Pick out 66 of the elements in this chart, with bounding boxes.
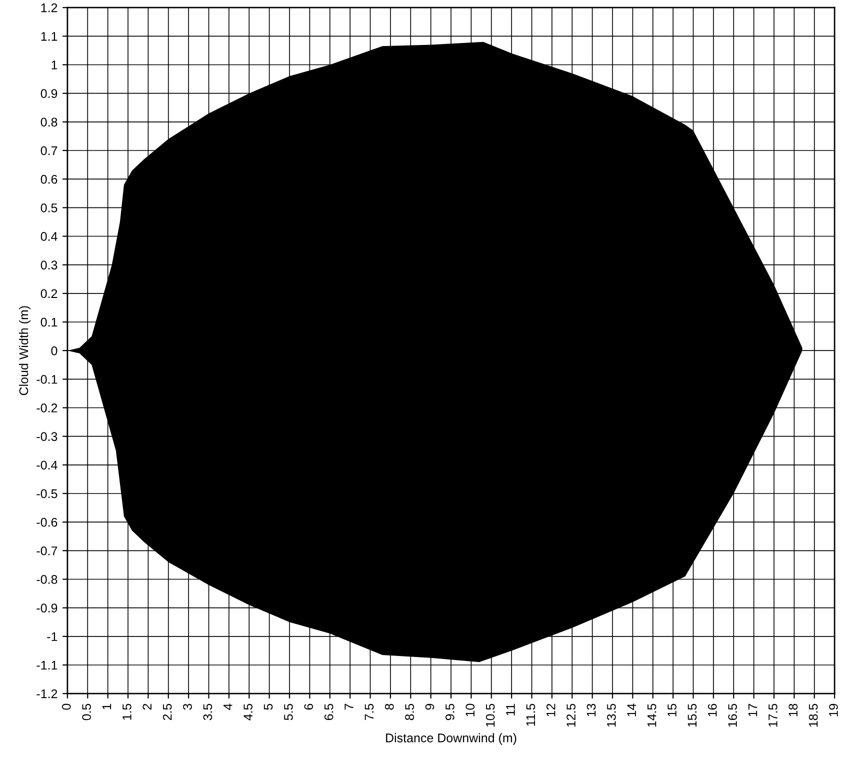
x-tick-label: 16.5 [728,704,737,727]
y-tick-label: 0.5 [40,203,58,212]
y-tick-label: 0.3 [40,260,58,270]
x-tick-label: 2.5 [162,704,172,720]
y-tick-label: -0.3 [36,432,58,441]
y-tick-label: -0.2 [36,404,58,412]
x-tick-label: 11 [506,704,515,716]
y-tick-label: -0.1 [36,374,58,384]
y-tick-label: 1.2 [41,3,58,12]
x-tick-label: 0 [62,704,71,710]
y-tick-label: 0.6 [40,174,58,184]
x-tick-label: 9.5 [446,704,454,720]
x-tick-label: 17 [748,704,758,716]
x-tick-label: 3 [183,704,192,710]
y-tick-label: 0.9 [40,89,58,98]
y-tick-label: -0.6 [36,518,58,527]
y-tick-label: -1 [47,632,58,641]
x-tick-label: 15.5 [688,704,697,727]
y-tick-label: 0.8 [40,118,58,127]
y-tick-label: -0.4 [36,460,58,470]
x-tick-label: 10 [466,704,475,716]
y-tick-label: 0.1 [40,318,58,327]
x-tick-label: 13 [586,704,596,716]
y-tick-label: 0 [51,346,58,356]
x-tick-label: 4.5 [244,704,252,720]
y-tick-label: 1.1 [41,32,58,41]
x-tick-label: 19 [829,704,838,716]
x-tick-label: 12 [546,704,556,716]
y-axis-title: Cloud Width (m) [18,306,31,396]
x-tick-label: 8 [384,704,394,710]
x-tick-label: 6.5 [324,704,334,720]
x-tick-label: 15 [668,704,676,716]
x-tick-label: 2 [142,704,152,710]
x-tick-label: 6 [304,704,314,710]
x-tick-label: 14.5 [648,704,656,727]
x-tick-label: 8.5 [405,704,414,720]
y-tick-label: -1.2 [36,689,58,698]
x-tick-label: 11.5 [526,704,536,726]
y-tick-label: -1.1 [36,660,58,670]
x-tick-label: 13.5 [607,704,616,727]
y-tick-label: -0.9 [36,604,58,612]
x-tick-label: 0.5 [82,704,91,720]
x-tick-label: 3.5 [203,704,212,720]
x-tick-label: 12.5 [566,704,576,727]
x-tick-label: 5 [264,704,273,710]
x-tick-label: 18.5 [808,704,818,727]
x-tick-label: 9 [425,704,434,710]
y-tick-label: 0.7 [40,146,58,156]
x-tick-label: 10.5 [486,704,495,727]
x-tick-label: 18 [788,704,798,716]
x-tick-label: 1 [102,704,112,710]
y-tick-label: 0.2 [40,289,58,298]
y-tick-label: 1 [52,60,58,70]
x-tick-label: 7 [344,704,354,710]
y-tick-label: 0.4 [40,232,58,241]
x-tick-label: 17.5 [768,704,778,727]
x-tick-label: 14 [627,704,636,716]
y-tick-label: -0.5 [36,489,58,498]
x-tick-label: 5.5 [284,704,293,720]
x-tick-label: 7.5 [364,704,374,720]
x-tick-label: 1.5 [122,704,132,720]
y-tick-label: -0.8 [36,575,58,584]
x-tick-label: 4 [224,704,232,710]
x-tick-label: 16 [708,704,717,716]
x-axis-title: Distance Downwind (m) [386,733,516,745]
y-tick-label: -0.7 [36,546,58,556]
